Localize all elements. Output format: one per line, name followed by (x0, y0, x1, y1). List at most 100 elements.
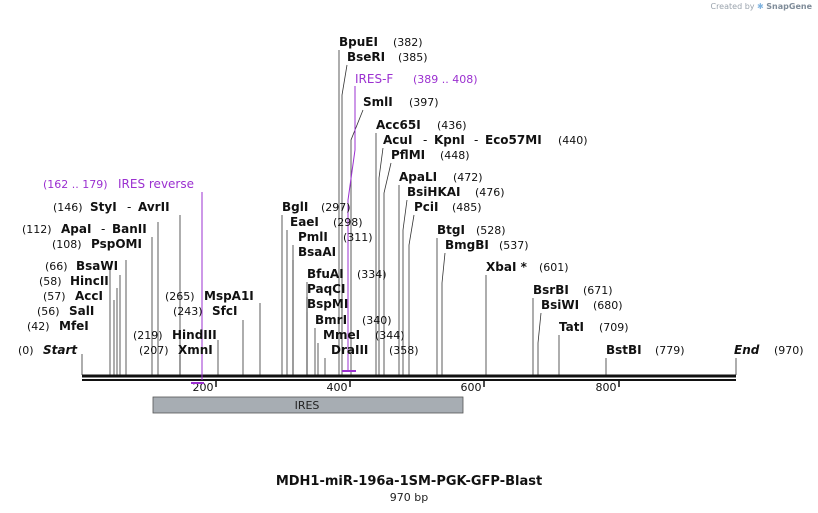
styi-label[interactable]: StyI (90, 200, 117, 214)
center-enzyme-labels: BpuEI (382) BseRI (385) SmlI (397) Acc65… (282, 35, 588, 357)
pflmi-label[interactable]: PflMI (391, 148, 425, 162)
end-position: (970) (774, 344, 804, 357)
tick-label-400: 400 (327, 381, 348, 394)
pflmi-pos: (448) (440, 149, 470, 162)
apali-pos: (472) (453, 171, 483, 184)
start-position: (0) (18, 344, 34, 357)
xmni-pos: (207) (139, 344, 169, 357)
bgli-pos: (297) (321, 201, 351, 214)
eaei-pos: (298) (333, 216, 363, 229)
watermark-prefix: Created by (710, 2, 755, 11)
bseri-pos: (385) (398, 51, 428, 64)
bsiwi-leader (537, 312, 542, 375)
bsiwi-label[interactable]: BsiWI (541, 298, 579, 312)
styi-sep: - (127, 200, 131, 214)
ires-f-range: (389 .. 408) (413, 73, 478, 86)
apai-label[interactable]: ApaI (61, 222, 91, 236)
bsaai-label[interactable]: BsaAI (298, 245, 336, 259)
mfei-label[interactable]: MfeI (59, 319, 89, 333)
sali-label[interactable]: SalI (69, 304, 94, 318)
bmgbi-pos: (537) (499, 239, 529, 252)
bspmi-label[interactable]: BspMI (307, 297, 348, 311)
pcii-leader (408, 214, 415, 375)
bsrbi-pos: (671) (583, 284, 613, 297)
kpni-sep: - (474, 133, 478, 147)
paqci-label[interactable]: PaqCI (307, 282, 345, 296)
pspomi-pos: (108) (52, 238, 82, 251)
acui-sep: - (423, 133, 427, 147)
acc65i-pos: (436) (437, 119, 467, 132)
styi-pos: (146) (53, 201, 83, 214)
bfuai-label[interactable]: BfuAI (307, 267, 344, 281)
btgi-label[interactable]: BtgI (437, 223, 465, 237)
xbai-label[interactable]: XbaI * (486, 260, 528, 274)
hincii-pos: (58) (39, 275, 62, 288)
avrii-label[interactable]: AvrII (138, 200, 170, 214)
mmei-label[interactable]: MmeI (323, 328, 360, 342)
hindiii-label[interactable]: HindIII (172, 328, 217, 342)
pmli-pos: (311) (343, 231, 373, 244)
ires-feature-label: IRES (295, 399, 320, 412)
ires-f-leader (347, 86, 356, 370)
acui-label[interactable]: AcuI (383, 133, 412, 147)
sfci-pos: (243) (173, 305, 203, 318)
bseri-label[interactable]: BseRI (347, 50, 385, 64)
bpuei-pos: (382) (393, 36, 423, 49)
bstbi-pos: (779) (655, 344, 685, 357)
acci-pos: (57) (43, 290, 66, 303)
bpuei-label[interactable]: BpuEI (339, 35, 378, 49)
hindiii-pos: (219) (133, 329, 163, 342)
bsiwi-pos: (680) (593, 299, 623, 312)
xmni-label[interactable]: XmnI (178, 343, 213, 357)
bsihkai-leader (402, 199, 408, 375)
construct-length: 970 bp (389, 491, 429, 504)
ruler-ticks (215, 380, 620, 387)
eaei-label[interactable]: EaeI (290, 215, 319, 229)
sali-pos: (56) (37, 305, 60, 318)
bmri-label[interactable]: BmrI (315, 313, 347, 327)
bmri-pos: (340) (362, 314, 392, 327)
smli-label[interactable]: SmlI (363, 95, 393, 109)
xbai-pos: (601) (539, 261, 569, 274)
bsrbi-label[interactable]: BsrBI (533, 283, 569, 297)
bmgbi-label[interactable]: BmgBI (445, 238, 489, 252)
bsihkai-label[interactable]: BsiHKAI (407, 185, 461, 199)
end-label: End (734, 343, 760, 357)
acui-leader (378, 147, 384, 375)
sfci-label[interactable]: SfcI (212, 304, 237, 318)
mmei-pos: (344) (375, 329, 405, 342)
start-label: Start (43, 343, 78, 357)
pflmi-leader (383, 162, 392, 375)
acc65i-label[interactable]: Acc65I (376, 118, 421, 132)
acui-pos: (440) (558, 134, 588, 147)
draiii-label[interactable]: DraIII (331, 343, 368, 357)
apali-label[interactable]: ApaLI (399, 170, 437, 184)
bsawi-label[interactable]: BsaWI (76, 259, 118, 273)
mspa1i-pos: (265) (165, 290, 195, 303)
tick-label-200: 200 (193, 381, 214, 394)
pmli-label[interactable]: PmlI (298, 230, 328, 244)
pcii-label[interactable]: PciI (414, 200, 439, 214)
mspa1i-label[interactable]: MspA1I (204, 289, 254, 303)
acci-label[interactable]: AccI (75, 289, 103, 303)
draiii-pos: (358) (389, 344, 419, 357)
ires-f-label: IRES-F (355, 72, 393, 86)
bstbi-label[interactable]: BstBI (606, 343, 642, 357)
tati-label[interactable]: TatI (559, 320, 584, 334)
bmgbi-leader (441, 252, 446, 375)
kpni-label[interactable]: KpnI (434, 133, 465, 147)
bseri-leader (341, 64, 348, 375)
apai-pos: (112) (22, 223, 52, 236)
ires-feature[interactable] (152, 396, 464, 414)
btgi-pos: (528) (476, 224, 506, 237)
enzyme-leader-lines (81, 50, 737, 375)
pcii-pos: (485) (452, 201, 482, 214)
smli-pos: (397) (409, 96, 439, 109)
eco57mi-label[interactable]: Eco57MI (485, 133, 542, 147)
hincii-label[interactable]: HincII (70, 274, 109, 288)
bfuai-pos: (334) (357, 268, 387, 281)
banii-label[interactable]: BanII (112, 222, 147, 236)
pspomi-label[interactable]: PspOMI (91, 237, 142, 251)
bgli-label[interactable]: BglI (282, 200, 308, 214)
